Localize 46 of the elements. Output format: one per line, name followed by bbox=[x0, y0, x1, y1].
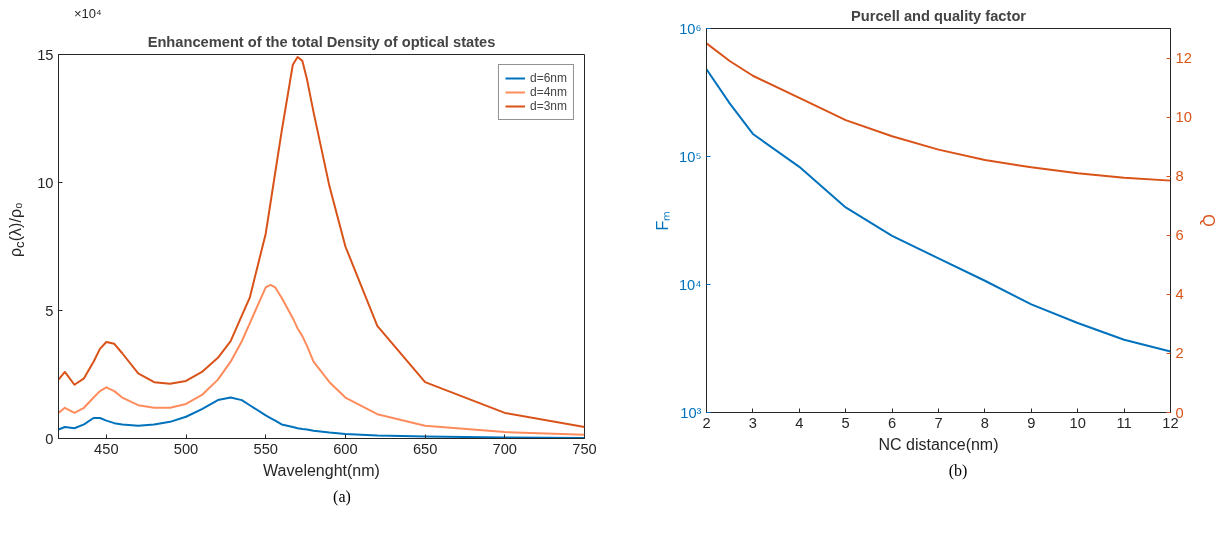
y-tick-label: 5 bbox=[45, 302, 54, 319]
y2-tick-label: 10 bbox=[1175, 109, 1192, 126]
x-tick-label: 750 bbox=[572, 440, 597, 457]
x-tick-label: 9 bbox=[1027, 414, 1036, 431]
x-tick-label: 5 bbox=[841, 414, 850, 431]
x-tick-label: 500 bbox=[173, 440, 199, 457]
text: (a) bbox=[333, 487, 351, 508]
y-tick-label: 0 bbox=[45, 430, 54, 447]
x-tick-label: 700 bbox=[492, 440, 518, 457]
y2-tick-label: 8 bbox=[1175, 168, 1184, 185]
x-tick-label: 6 bbox=[888, 414, 897, 431]
chart-title: Purcell and quality factor bbox=[850, 7, 1027, 24]
x-axis-title: NC distance(nm) bbox=[878, 435, 999, 453]
y-tick-label: 10³ bbox=[680, 404, 702, 421]
y2-axis-title: Q bbox=[1199, 214, 1217, 227]
x-tick-label: 2 bbox=[702, 414, 711, 431]
line-series bbox=[58, 56, 585, 428]
x-tick-label: 7 bbox=[934, 414, 943, 431]
x-tick-label: 600 bbox=[333, 440, 358, 457]
x-tick-label: 550 bbox=[253, 440, 278, 457]
x-tick-label: 10 bbox=[1069, 414, 1086, 431]
legend-label: d=6nm bbox=[529, 71, 567, 85]
y2-tick-label: 2 bbox=[1175, 345, 1184, 362]
line-series bbox=[706, 42, 1171, 182]
text: ×10⁴ bbox=[74, 5, 102, 23]
x-axis-title: Wavelenght(nm) bbox=[263, 461, 380, 479]
y2-tick-label: 6 bbox=[1175, 227, 1184, 244]
x-tick-label: 4 bbox=[795, 414, 804, 431]
text: (b) bbox=[948, 461, 968, 482]
y-tick-label: 10⁴ bbox=[678, 276, 702, 293]
x-tick-label: 450 bbox=[94, 440, 119, 457]
y-tick-label: 10⁵ bbox=[679, 148, 702, 165]
y2-tick-label: 4 bbox=[1175, 286, 1184, 303]
x-tick-label: 11 bbox=[1116, 414, 1132, 431]
y-tick-label: 10 bbox=[37, 174, 54, 191]
y-axis-title: Fₘ bbox=[653, 210, 671, 231]
legend-label: d=3nm bbox=[529, 99, 567, 113]
chart-title: Enhancement of the total Density of optical states bbox=[147, 33, 496, 50]
y2-tick-label: 12 bbox=[1175, 50, 1192, 67]
y-tick-label: 10⁶ bbox=[679, 20, 702, 37]
legend-label: d=4nm bbox=[529, 85, 567, 99]
x-tick-label: 8 bbox=[980, 414, 989, 431]
x-tick-label: 3 bbox=[748, 414, 757, 431]
x-tick-label: 650 bbox=[412, 440, 438, 457]
y-tick-label: 15 bbox=[37, 46, 54, 63]
line-series bbox=[706, 68, 1171, 353]
